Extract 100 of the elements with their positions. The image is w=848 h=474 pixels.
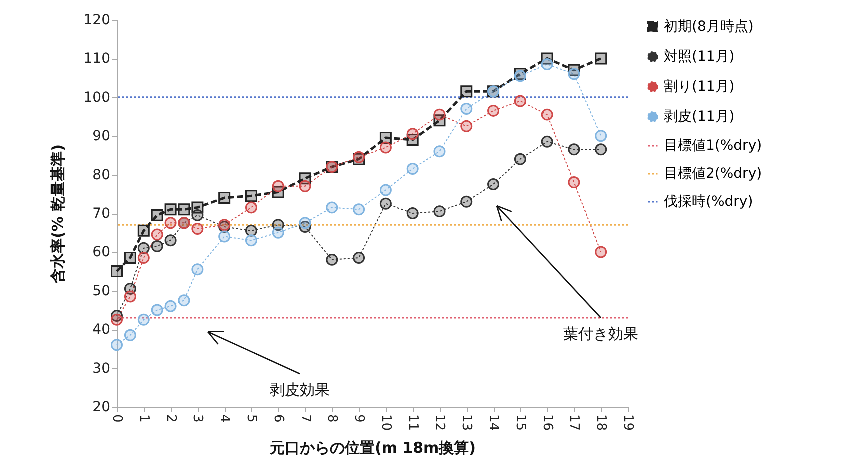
legend-label: 目標値1(%dry) — [664, 138, 762, 154]
legend-label: 割り(11月) — [664, 79, 735, 95]
legend-label: 剥皮(11月) — [664, 109, 735, 125]
point — [272, 180, 284, 192]
point — [514, 95, 526, 108]
x-tick-label: 0 — [110, 414, 124, 423]
point — [406, 128, 419, 140]
legend-label: 対照(11月) — [664, 49, 735, 65]
point — [164, 217, 177, 230]
point — [151, 304, 164, 316]
point — [192, 222, 204, 235]
point — [299, 217, 312, 230]
x-tick-label: 2 — [163, 414, 178, 423]
point — [595, 130, 608, 142]
point — [434, 146, 446, 158]
y-tick-label: 50 — [92, 283, 110, 300]
point — [245, 190, 258, 202]
x-tick-label: 6 — [270, 414, 286, 423]
point — [151, 240, 164, 252]
point — [138, 314, 150, 326]
x-axis-title: 元口からの位置(m 18m換算) — [268, 439, 476, 458]
point — [178, 204, 190, 216]
point — [299, 180, 312, 192]
point — [164, 204, 177, 216]
x-tick-label: 3 — [190, 414, 206, 423]
y-tick-label: 110 — [84, 51, 110, 68]
annotation: 剥皮効果 — [270, 381, 330, 399]
point — [460, 103, 473, 115]
point — [218, 230, 231, 243]
point — [434, 206, 446, 218]
point — [124, 329, 136, 342]
x-tick-label: 15 — [512, 414, 528, 432]
point — [326, 202, 338, 214]
point — [541, 108, 554, 121]
x-tick-label: 11 — [405, 414, 420, 432]
point — [488, 178, 500, 190]
x-tick-label: 14 — [486, 414, 502, 432]
x-tick-label: 4 — [217, 414, 232, 423]
point — [326, 254, 338, 266]
y-axis-title: 含水率(% 乾量基準) — [48, 144, 67, 284]
point — [380, 132, 392, 144]
y-tick-label: 80 — [92, 167, 110, 184]
point — [380, 184, 392, 196]
point — [353, 252, 366, 264]
point — [460, 86, 473, 98]
point — [595, 144, 608, 156]
x-tick-label: 18 — [594, 414, 609, 432]
legend-label: 目標値2(%dry) — [664, 166, 762, 182]
x-tick-label: 10 — [378, 414, 394, 432]
point — [434, 108, 446, 121]
point — [138, 252, 150, 264]
point — [406, 208, 419, 220]
x-tick-label: 17 — [566, 414, 582, 432]
y-tick-label: 90 — [92, 128, 110, 145]
point — [380, 198, 392, 210]
point — [460, 196, 473, 208]
point — [111, 339, 123, 352]
annotation: 葉付き効果 — [564, 325, 638, 343]
point — [111, 314, 123, 326]
point — [111, 266, 123, 278]
x-tick-label: 5 — [244, 414, 259, 423]
point — [245, 202, 258, 214]
point — [192, 264, 204, 276]
y-tick-label: 20 — [92, 400, 110, 416]
point — [124, 290, 136, 303]
x-tick-label: 1 — [136, 414, 152, 423]
x-tick-label: 7 — [298, 414, 313, 423]
point — [568, 68, 580, 80]
point — [272, 226, 284, 239]
point — [541, 136, 554, 148]
point — [406, 163, 419, 175]
point — [541, 58, 554, 70]
point — [595, 246, 608, 258]
y-tick-label: 30 — [92, 360, 110, 377]
y-tick-label: 120 — [84, 12, 110, 28]
point — [245, 234, 258, 247]
point — [568, 176, 580, 189]
point — [380, 142, 392, 154]
legend-label: 伐採時(%dry) — [664, 194, 754, 210]
point — [245, 224, 258, 237]
point — [218, 192, 231, 204]
x-tick-label: 9 — [352, 414, 367, 423]
x-tick-label: 12 — [432, 414, 448, 432]
point — [151, 228, 164, 241]
x-tick-label: 16 — [540, 414, 555, 432]
x-tick-label: 8 — [324, 414, 340, 423]
point — [138, 224, 150, 237]
y-tick-label: 60 — [92, 244, 110, 261]
point — [164, 234, 177, 247]
point — [178, 294, 190, 307]
point — [460, 120, 473, 132]
y-tick-label: 70 — [92, 206, 110, 222]
x-tick-label: 13 — [459, 414, 474, 432]
point — [514, 153, 526, 166]
point — [568, 144, 580, 156]
point — [151, 209, 164, 222]
x-tick-label: 19 — [620, 414, 636, 432]
point — [488, 104, 500, 117]
point — [595, 52, 608, 65]
point — [192, 209, 204, 222]
